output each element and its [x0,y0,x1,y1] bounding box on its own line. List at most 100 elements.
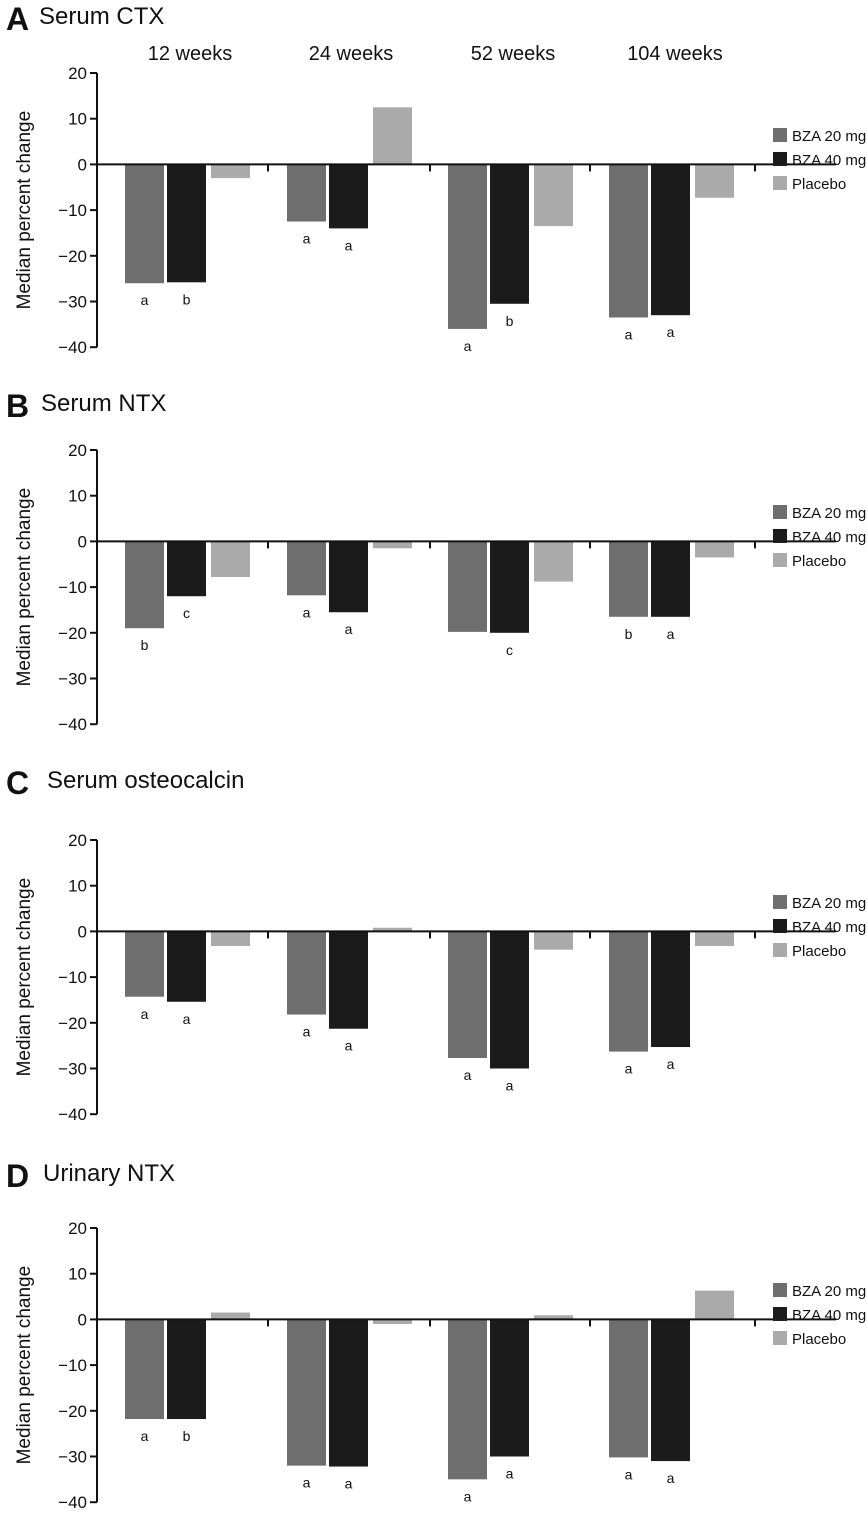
bar-bza-20-mg [609,1319,648,1458]
panel-title: Serum NTX [41,390,166,417]
significance-label: a [345,1038,353,1054]
significance-label: a [345,1476,353,1492]
bar-bza-20-mg [609,931,648,1052]
bar-bza-20-mg [448,164,487,329]
bar-bza-40-mg [490,541,529,633]
legend-swatch [773,1330,787,1345]
y-tick-label: 0 [78,155,87,174]
significance-label: a [667,1470,675,1486]
significance-label: b [625,626,633,642]
legend-swatch [773,127,787,142]
bar-bza-40-mg [329,1319,368,1467]
bar-bza-40-mg [651,931,690,1048]
panel-title: Urinary NTX [43,1160,175,1187]
significance-label: a [625,1466,633,1482]
y-axis-label: Median percent change [14,1266,35,1465]
y-tick-label: −40 [58,338,87,357]
significance-label: a [183,1011,191,1027]
time-label: 52 weeks [471,43,556,65]
y-tick-label: −30 [58,1060,87,1079]
panel-letter: A [6,1,29,37]
bar-bza-20-mg [125,541,164,629]
bar-bza-20-mg [609,541,648,617]
y-tick-label: −10 [58,578,87,597]
y-tick-label: 10 [68,1265,87,1284]
legend-swatch [773,1306,787,1321]
y-tick-label: 0 [78,1310,87,1329]
significance-label: a [141,1006,149,1022]
bar-bza-20-mg [287,164,326,222]
y-tick-label: −40 [58,1105,87,1124]
bar-bza-20-mg [448,931,487,1058]
bar-placebo [695,931,734,947]
significance-label: a [141,1428,149,1444]
y-tick-label: −30 [58,293,87,312]
bar-bza-20-mg [287,541,326,596]
bar-placebo [373,541,412,549]
significance-label: a [303,231,311,247]
legend-label: BZA 20 mg [792,505,866,522]
significance-label: a [625,1061,633,1077]
legend-label: BZA 20 mg [792,1283,866,1300]
bar-placebo [211,931,250,947]
y-tick-label: −20 [58,247,87,266]
y-tick-label: 0 [78,532,87,551]
significance-label: a [625,326,633,342]
panel-letter: B [6,388,29,424]
panel-title: Serum osteocalcin [47,767,244,794]
significance-label: a [464,1488,472,1504]
time-label: 104 weeks [627,43,723,65]
significance-label: a [345,237,353,253]
significance-label: a [141,292,149,308]
time-label: 24 weeks [309,43,394,65]
y-axis-label: Median percent change [14,111,35,310]
y-tick-label: 10 [68,110,87,129]
bar-bza-40-mg [167,541,206,597]
significance-label: a [506,1466,514,1482]
bar-placebo [695,541,734,558]
significance-label: b [141,637,149,653]
significance-label: a [303,1475,311,1491]
legend-swatch [773,151,787,166]
bar-placebo [211,1312,250,1320]
legend-label: Placebo [792,943,846,960]
y-tick-label: −10 [58,1356,87,1375]
legend-swatch [773,918,787,933]
significance-label: a [303,1024,311,1040]
y-tick-label: 20 [68,64,87,83]
y-tick-label: −20 [58,1014,87,1033]
legend-swatch [773,175,787,190]
significance-label: c [506,642,513,658]
bar-placebo [534,1315,573,1320]
bar-placebo [695,164,734,198]
legend-swatch [773,942,787,957]
bar-placebo [534,541,573,582]
significance-label: a [506,1078,514,1094]
y-tick-label: −10 [58,201,87,220]
bar-bza-40-mg [651,164,690,316]
bar-bza-40-mg [329,541,368,613]
bar-placebo [534,931,573,950]
time-label: 12 weeks [148,43,233,65]
bar-bza-40-mg [167,164,206,283]
significance-label: a [464,1067,472,1083]
bar-placebo [373,107,412,165]
significance-label: b [506,313,514,329]
legend-swatch [773,894,787,909]
bar-bza-40-mg [490,164,529,304]
bar-bza-40-mg [490,931,529,1069]
y-tick-label: −20 [58,1402,87,1421]
y-tick-label: −40 [58,1493,87,1512]
significance-label: a [303,604,311,620]
bar-bza-20-mg [448,541,487,632]
bar-placebo [695,1290,734,1320]
significance-label: b [183,1428,191,1444]
y-tick-label: −20 [58,624,87,643]
bar-bza-20-mg [125,931,164,997]
legend-label: Placebo [792,176,846,193]
significance-label: a [464,338,472,354]
y-axis-label: Median percent change [14,878,35,1077]
significance-label: a [345,621,353,637]
bar-placebo [534,164,573,227]
bar-bza-20-mg [287,1319,326,1466]
